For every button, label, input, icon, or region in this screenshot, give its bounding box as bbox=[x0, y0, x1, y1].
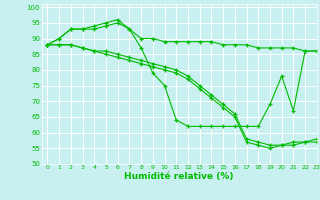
X-axis label: Humidité relative (%): Humidité relative (%) bbox=[124, 172, 234, 181]
